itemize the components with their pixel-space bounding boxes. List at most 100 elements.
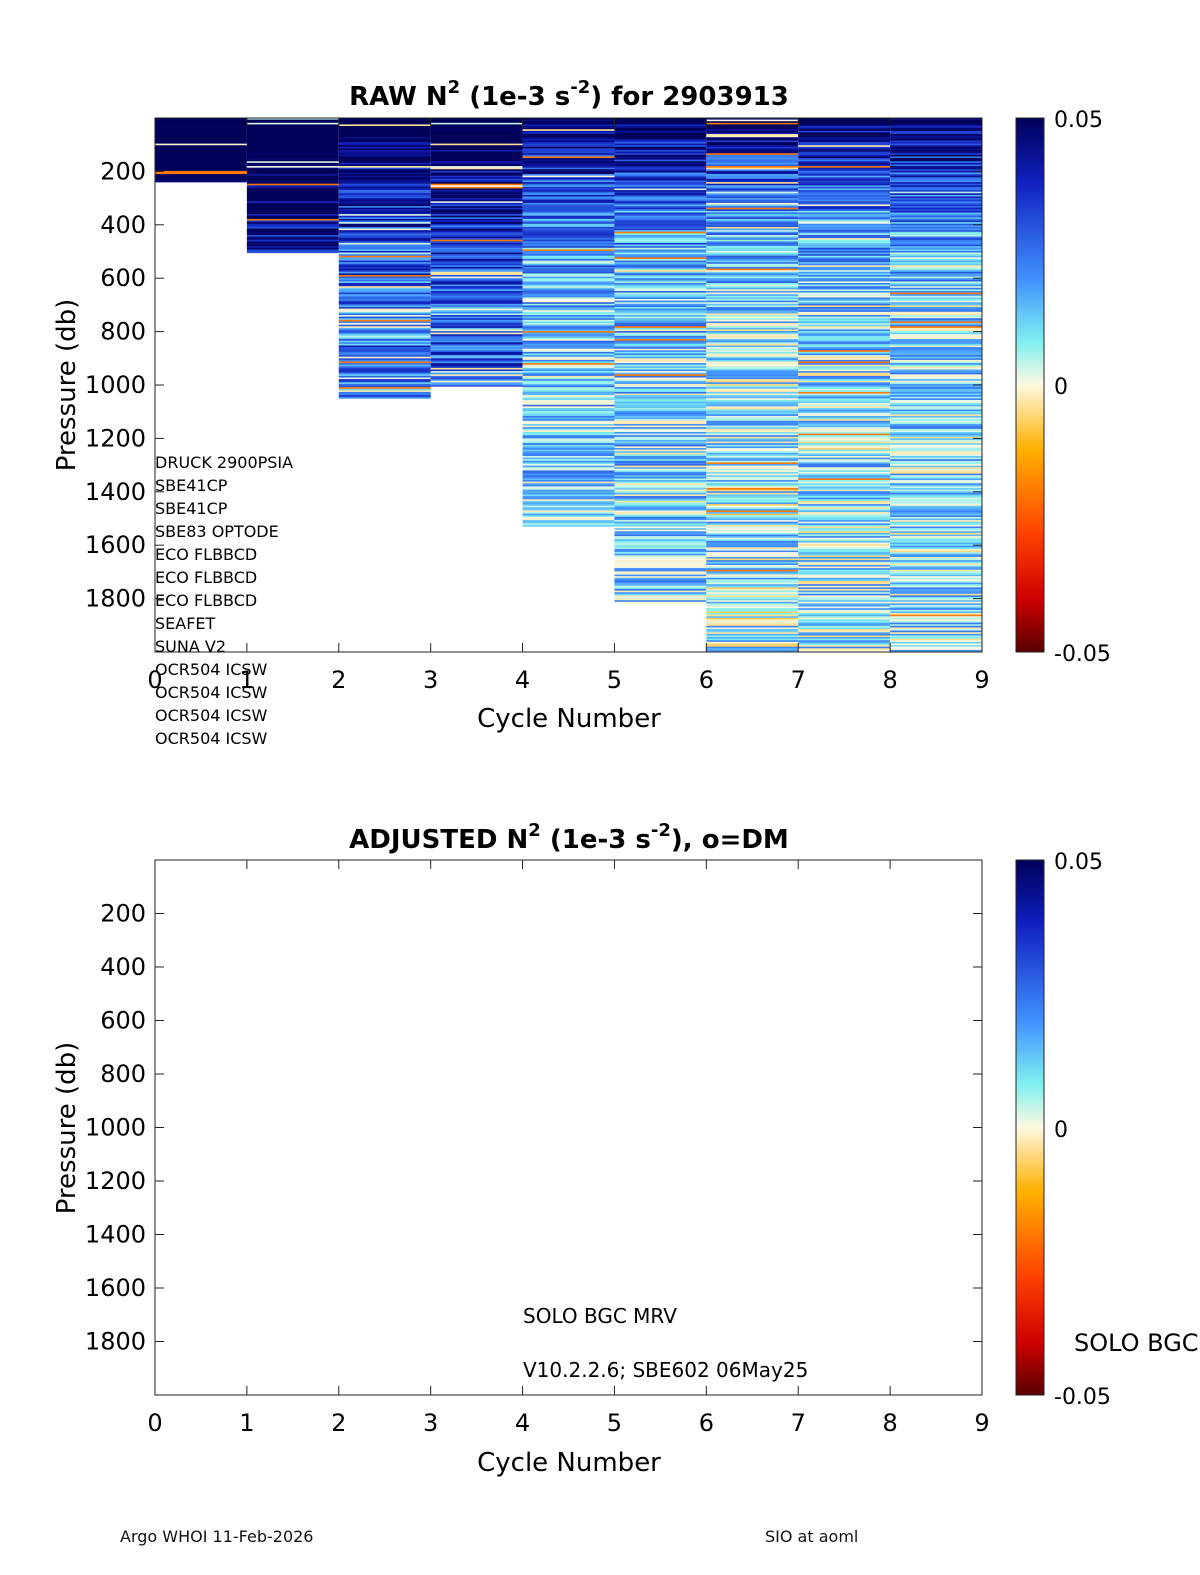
n2-cell <box>338 369 431 372</box>
n2-cell <box>430 273 523 276</box>
n2-cell <box>155 122 247 125</box>
n2-cell <box>798 201 891 204</box>
n2-cell <box>798 464 891 466</box>
n2-cell <box>890 313 982 316</box>
n2-cell <box>155 126 247 128</box>
n2-cell <box>338 321 431 324</box>
sensor-label: SBE41CP <box>155 476 228 495</box>
n2-cell <box>890 529 982 532</box>
n2-cell <box>430 217 523 220</box>
n2-cell <box>430 206 523 209</box>
n2-cell <box>798 513 891 516</box>
n2-cell <box>246 193 339 196</box>
n2-cell <box>798 162 891 165</box>
n2-cell <box>246 234 339 237</box>
n2-cell <box>430 286 523 289</box>
n2-cell <box>522 492 615 495</box>
n2-cell <box>614 505 707 508</box>
n2-cell <box>338 252 431 255</box>
n2-cell <box>246 162 339 165</box>
n2-cell <box>890 451 982 454</box>
n2-cell <box>430 268 523 271</box>
n2-cell <box>890 164 982 167</box>
n2-cell <box>706 162 799 165</box>
n2-cell <box>798 488 891 490</box>
n2-cell <box>338 358 431 361</box>
n2-cell <box>798 404 891 407</box>
n2-cell <box>706 119 799 122</box>
n2-cell <box>614 409 707 412</box>
n2-cell <box>890 311 982 314</box>
n2-cell <box>706 350 799 353</box>
n2-cell <box>430 138 523 141</box>
n2-cell <box>522 268 615 271</box>
n2-cell <box>706 342 799 345</box>
n2-cell <box>798 361 891 364</box>
n2-cell <box>706 167 799 170</box>
n2-cell <box>890 215 982 218</box>
n2-cell <box>798 159 891 162</box>
n2-cell <box>430 118 523 120</box>
n2-cell <box>890 592 982 595</box>
n2-cell <box>522 265 615 268</box>
n2-cell <box>614 249 707 252</box>
n2-cell <box>246 225 339 228</box>
n2-cell <box>890 361 982 364</box>
n2-cell <box>890 254 982 257</box>
n2-cell <box>890 572 982 575</box>
n2-cell <box>706 566 799 569</box>
n2-cell <box>522 504 615 506</box>
n2-cell <box>430 137 523 140</box>
n2-cell <box>798 342 891 345</box>
n2-cell <box>522 214 615 217</box>
n2-cell <box>798 502 891 505</box>
n2-cell <box>430 231 523 234</box>
raw-colorbar-min: -0.05 <box>1054 642 1111 667</box>
n2-cell <box>890 552 982 555</box>
n2-cell <box>338 287 431 290</box>
n2-cell <box>522 323 615 325</box>
n2-cell <box>798 196 891 199</box>
n2-cell <box>522 226 615 229</box>
n2-cell <box>890 233 982 236</box>
n2-cell <box>890 121 982 124</box>
n2-cell <box>706 504 799 506</box>
n2-cell <box>890 645 982 647</box>
n2-cell <box>798 182 891 184</box>
n2-cell <box>798 258 891 261</box>
n2-cell <box>890 531 982 534</box>
adjusted-ticks: 0 1 2 3 4 5 6 7 8 9200400600800100012001400160018… <box>85 860 990 1437</box>
n2-cell <box>890 142 982 144</box>
n2-cell <box>246 143 339 146</box>
n2-cell <box>338 190 431 192</box>
n2-cell <box>798 375 891 378</box>
n2-cell <box>798 590 891 593</box>
n2-cell <box>430 343 523 346</box>
n2-cell <box>338 239 431 242</box>
n2-cell <box>614 521 707 524</box>
n2-cell <box>706 480 799 482</box>
n2-cell <box>890 327 982 330</box>
n2-cell <box>338 313 431 316</box>
n2-cell <box>798 613 891 615</box>
n2-cell <box>798 539 891 542</box>
n2-cell <box>338 379 431 382</box>
n2-cell <box>614 146 707 149</box>
n2-cell <box>522 159 615 162</box>
n2-cell <box>338 150 431 152</box>
n2-cell <box>246 135 339 138</box>
n2-cell <box>338 297 431 300</box>
n2-cell <box>338 371 431 374</box>
n2-cell <box>890 576 982 579</box>
n2-cell <box>890 475 982 478</box>
n2-cell <box>798 140 891 143</box>
n2-cell <box>155 143 247 146</box>
n2-cell <box>430 372 523 375</box>
y-tick-label: 1400 <box>85 478 146 506</box>
n2-cell <box>890 308 982 311</box>
n2-cell <box>890 353 982 356</box>
n2-cell <box>614 358 707 361</box>
n2-cell <box>338 324 431 327</box>
n2-cell <box>338 194 431 197</box>
n2-cell <box>798 465 891 468</box>
